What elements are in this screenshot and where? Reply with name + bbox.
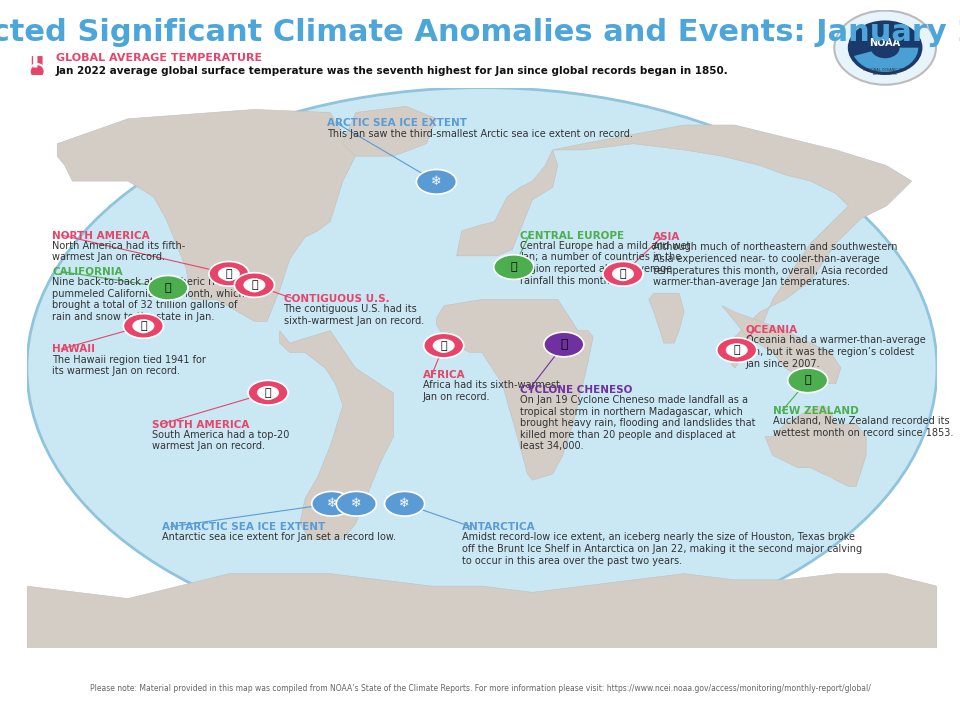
Polygon shape — [649, 293, 684, 343]
Text: ANTARCTICA: ANTARCTICA — [462, 522, 536, 532]
Polygon shape — [457, 150, 558, 256]
Text: CYCLONE CHENESO: CYCLONE CHENESO — [520, 385, 633, 395]
Circle shape — [336, 491, 376, 516]
Text: 🌡: 🌡 — [619, 268, 626, 279]
Text: 💧: 💧 — [511, 262, 517, 272]
Text: The Hawaii region tied 1941 for
its warmest Jan on record.: The Hawaii region tied 1941 for its warm… — [53, 355, 206, 376]
Circle shape — [222, 273, 236, 281]
Text: Please note: Material provided in this map was compiled from NOAA’s State of the: Please note: Material provided in this m… — [89, 683, 871, 693]
Circle shape — [30, 64, 45, 79]
Wedge shape — [854, 48, 919, 72]
Text: HAWAII: HAWAII — [53, 344, 95, 355]
Text: Central Europe had a mild and wet
Jan; a number of countries in the
region repor: Central Europe had a mild and wet Jan; a… — [520, 240, 690, 285]
Circle shape — [417, 170, 456, 194]
Polygon shape — [58, 109, 355, 321]
Polygon shape — [722, 306, 841, 383]
Polygon shape — [437, 299, 593, 480]
Circle shape — [423, 333, 464, 358]
Circle shape — [209, 261, 249, 286]
Text: NORTH AMERICA: NORTH AMERICA — [53, 231, 150, 240]
Text: North America had its fifth-
warmest Jan on record.: North America had its fifth- warmest Jan… — [53, 240, 185, 262]
Text: Antarctic sea ice extent for Jan set a record low.: Antarctic sea ice extent for Jan set a r… — [161, 532, 396, 543]
Circle shape — [437, 344, 450, 353]
Circle shape — [132, 319, 155, 333]
Ellipse shape — [27, 88, 937, 648]
Circle shape — [312, 491, 351, 516]
Text: CENTRAL EUROPE: CENTRAL EUROPE — [520, 231, 624, 240]
Text: ❄: ❄ — [351, 497, 362, 510]
Text: Jan 2022 average global surface temperature was the seventh highest for Jan sinc: Jan 2022 average global surface temperat… — [56, 66, 729, 76]
Text: 💧: 💧 — [804, 375, 811, 386]
Circle shape — [726, 343, 748, 357]
Polygon shape — [553, 125, 912, 368]
Text: NEW ZEALAND: NEW ZEALAND — [773, 406, 859, 416]
Circle shape — [788, 368, 828, 393]
Text: 🌡: 🌡 — [140, 321, 147, 331]
Text: ❄: ❄ — [399, 497, 410, 510]
Text: SOUTH AMERICA: SOUTH AMERICA — [153, 420, 250, 430]
Polygon shape — [279, 331, 394, 539]
Circle shape — [218, 267, 240, 280]
Text: NOAA: NOAA — [870, 38, 900, 48]
FancyBboxPatch shape — [31, 55, 43, 72]
Text: 🌡: 🌡 — [733, 345, 740, 355]
Text: 🌡: 🌡 — [441, 341, 447, 350]
Text: 🌡: 🌡 — [252, 280, 257, 290]
Text: AFRICA: AFRICA — [422, 370, 466, 380]
Text: Auckland, New Zealand recorded its
wettest month on record since 1853.: Auckland, New Zealand recorded its wette… — [773, 416, 953, 438]
Circle shape — [543, 332, 584, 357]
Text: Amidst record-low ice extent, an iceberg nearly the size of Houston, Texas broke: Amidst record-low ice extent, an iceberg… — [462, 532, 862, 566]
Circle shape — [261, 391, 276, 400]
Text: ❄: ❄ — [326, 497, 337, 510]
Circle shape — [730, 349, 744, 358]
Circle shape — [493, 254, 534, 280]
Circle shape — [257, 386, 279, 400]
Text: OCEANIA: OCEANIA — [746, 325, 798, 335]
Circle shape — [248, 284, 261, 292]
Text: 🌀: 🌀 — [560, 338, 567, 351]
Text: Oceania had a warmer-than-average
Jan, but it was the region’s coldest
Jan since: Oceania had a warmer-than-average Jan, b… — [746, 336, 925, 369]
Text: 🌡: 🌡 — [226, 268, 232, 279]
Polygon shape — [27, 573, 937, 648]
Text: 💧: 💧 — [164, 283, 171, 293]
Text: Nine back-to-back atmospheric rivers
pummeled California this month, which
broug: Nine back-to-back atmospheric rivers pum… — [53, 277, 245, 322]
Circle shape — [603, 261, 643, 286]
Text: South America had a top-20
warmest Jan on record.: South America had a top-20 warmest Jan o… — [153, 430, 290, 451]
Circle shape — [123, 313, 163, 339]
Text: ASIA: ASIA — [653, 232, 681, 243]
Circle shape — [433, 339, 455, 353]
Text: ANTARCTIC SEA ICE EXTENT: ANTARCTIC SEA ICE EXTENT — [161, 522, 324, 532]
Circle shape — [848, 20, 923, 75]
Text: ❄: ❄ — [431, 175, 442, 189]
FancyBboxPatch shape — [34, 55, 37, 67]
Text: 🌡: 🌡 — [265, 388, 272, 397]
Text: CALIFORNIA: CALIFORNIA — [53, 267, 123, 277]
Circle shape — [244, 278, 265, 292]
Circle shape — [616, 273, 630, 281]
Text: The contiguous U.S. had its
sixth-warmest Jan on record.: The contiguous U.S. had its sixth-warmes… — [283, 304, 423, 326]
Circle shape — [385, 491, 424, 516]
Circle shape — [148, 275, 188, 300]
Text: On Jan 19 Cyclone Cheneso made landfall as a
tropical storm in northern Madagasc: On Jan 19 Cyclone Cheneso made landfall … — [520, 395, 756, 451]
Text: CONTIGUOUS U.S.: CONTIGUOUS U.S. — [283, 294, 389, 304]
Circle shape — [248, 381, 288, 405]
Text: GLOBAL AVERAGE TEMPERATURE: GLOBAL AVERAGE TEMPERATURE — [56, 53, 262, 63]
Text: Africa had its sixth-warmest
Jan on record.: Africa had its sixth-warmest Jan on reco… — [422, 381, 560, 402]
Text: ARCTIC SEA ICE EXTENT: ARCTIC SEA ICE EXTENT — [327, 118, 468, 128]
Polygon shape — [343, 107, 437, 156]
Text: Although much of northeastern and southwestern
Asia experienced near- to cooler-: Although much of northeastern and southw… — [653, 243, 898, 287]
Text: NATIONAL OCEANIC AND
ATMOSPHERIC: NATIONAL OCEANIC AND ATMOSPHERIC — [863, 67, 907, 76]
Circle shape — [717, 338, 756, 362]
Circle shape — [834, 11, 936, 85]
Text: This Jan saw the third-smallest Arctic sea ice extent on record.: This Jan saw the third-smallest Arctic s… — [327, 128, 633, 139]
Circle shape — [234, 273, 275, 297]
Circle shape — [136, 325, 151, 334]
Polygon shape — [765, 405, 866, 486]
Circle shape — [612, 267, 634, 280]
Text: Selected Significant Climate Anomalies and Events: January 2023: Selected Significant Climate Anomalies a… — [0, 18, 960, 46]
